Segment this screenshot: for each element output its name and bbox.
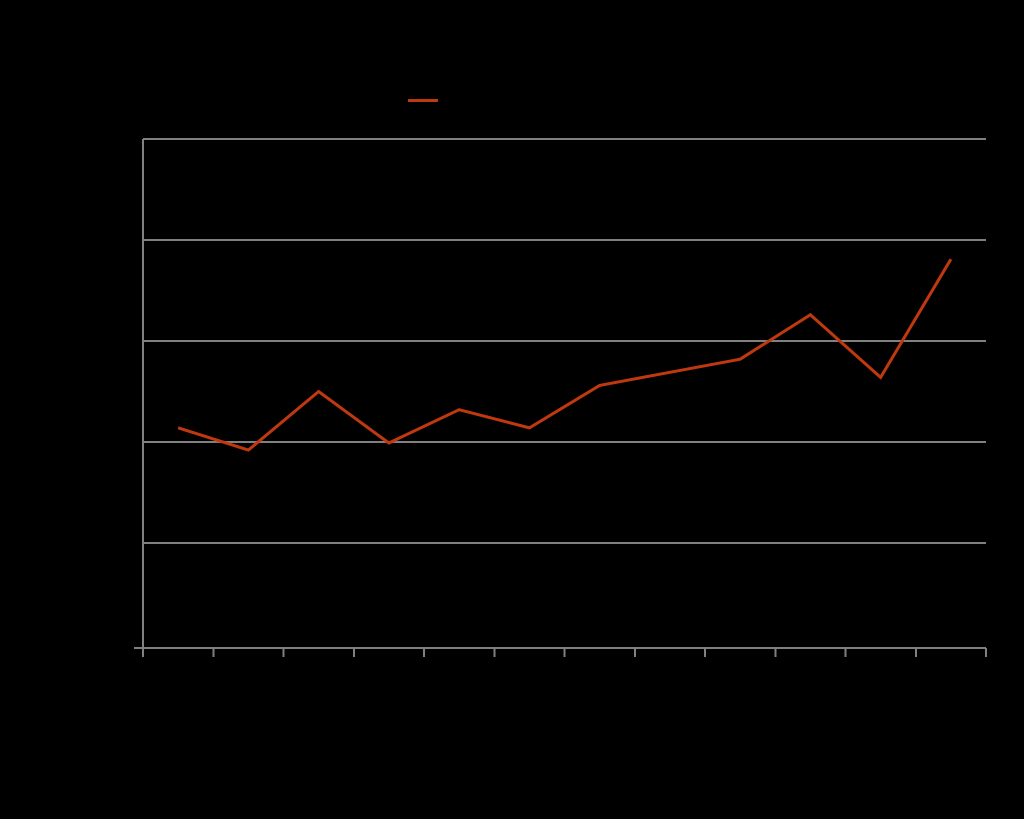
data-series-layer: [177, 258, 953, 452]
series-line-1: [177, 258, 953, 452]
axes: [134, 139, 986, 649]
gridlines: [143, 138, 986, 544]
x-axis-ticks: [142, 648, 987, 657]
legend-swatch-series-1: [408, 99, 438, 102]
